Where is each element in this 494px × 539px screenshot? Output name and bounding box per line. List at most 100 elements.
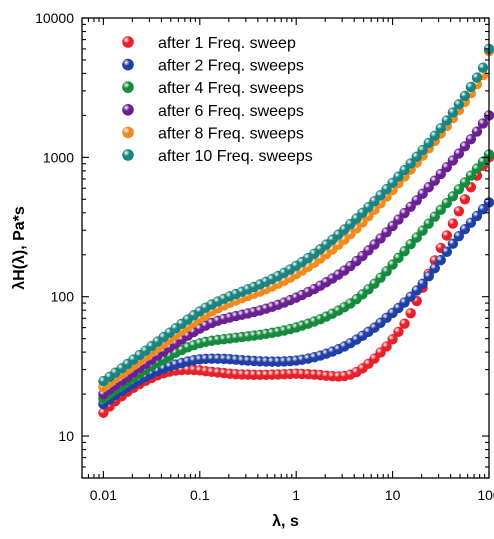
data-point (435, 168, 446, 180)
data-point (393, 171, 404, 182)
data-point (441, 197, 452, 209)
data-point (387, 334, 398, 345)
series-after-2-freq-sweeps (98, 197, 494, 410)
legend-item: after 1 Freq. sweep (122, 35, 296, 52)
series-after-10-freq-sweeps (98, 43, 494, 387)
data-point (429, 263, 440, 274)
data-point (417, 278, 428, 289)
data-point (477, 203, 489, 215)
plot-frame (81, 17, 490, 479)
data-point (417, 144, 428, 156)
legend-label: after 6 Freq. sweeps (158, 103, 304, 120)
y-tick-label: 10 (58, 428, 74, 444)
data-point (423, 271, 434, 282)
data-point (393, 252, 404, 264)
data-point (387, 259, 398, 270)
legend-marker (122, 58, 134, 71)
data-point (423, 182, 434, 193)
data-point (429, 175, 440, 186)
legend-item: after 8 Freq. sweeps (122, 125, 304, 142)
data-point (453, 184, 465, 195)
data-point (465, 81, 477, 93)
data-point (411, 285, 422, 296)
legend-item: after 2 Freq. sweeps (122, 58, 304, 75)
data-point (459, 224, 471, 235)
data-point (447, 191, 459, 202)
data-point (447, 155, 459, 166)
data-point (477, 156, 489, 167)
data-point (417, 225, 428, 236)
x-tick-label: 0.1 (190, 487, 210, 503)
data-point (411, 151, 422, 162)
legend-label: after 2 Freq. sweeps (158, 58, 304, 75)
data-point (405, 201, 416, 212)
legend-item: after 4 Freq. sweeps (122, 80, 304, 97)
data-point (441, 230, 452, 241)
legend-label: after 8 Freq. sweeps (158, 125, 304, 142)
x-tick-label: 0.01 (90, 487, 117, 503)
x-tick-label: 1 (292, 487, 300, 503)
data-point (417, 188, 428, 199)
data-point (435, 204, 446, 216)
data-point (441, 115, 452, 126)
data-point (459, 90, 471, 102)
data-point (459, 194, 471, 205)
data-point (477, 118, 489, 129)
x-tick-label: 100 (477, 487, 494, 503)
data-point (435, 254, 446, 266)
data-point (411, 232, 422, 243)
axis-ticks (81, 17, 490, 479)
data-point (441, 246, 452, 257)
data-point (447, 107, 459, 118)
legend: after 1 Freq. sweep after 2 Freq. sweeps a… (122, 35, 313, 165)
x-axis-title: λ, s (272, 513, 299, 530)
data-point (435, 122, 446, 134)
data-point (429, 130, 440, 141)
data-point (459, 141, 471, 152)
tick-labels: 0.01 0.1 1 10 100 10 100 1000 10000 (35, 10, 494, 503)
data-point (441, 161, 452, 173)
data-point (465, 170, 477, 181)
y-tick-label: 1000 (43, 149, 74, 165)
legend-label: after 10 Freq. sweeps (158, 148, 313, 165)
legend-item: after 10 Freq. sweeps (122, 148, 313, 165)
data-point (453, 148, 465, 159)
data-point (405, 158, 416, 169)
data-point (393, 326, 404, 337)
series-after-1-freq-sweep (98, 152, 494, 418)
data-point (405, 308, 416, 319)
legend-label: after 4 Freq. sweeps (158, 80, 304, 97)
legend-marker (122, 81, 134, 93)
legend-item: after 6 Freq. sweeps (122, 103, 304, 120)
data-point (471, 126, 483, 137)
data-point (399, 164, 410, 176)
legend-marker (122, 149, 134, 161)
data-point (465, 133, 477, 145)
data-point (459, 177, 471, 188)
data-point (381, 266, 392, 277)
y-axis-title: λH(λ), Pa*s (11, 206, 28, 290)
data-point (447, 238, 459, 249)
data-point (477, 62, 489, 73)
data-point (423, 137, 434, 149)
data-point (471, 163, 483, 174)
data-point (429, 211, 440, 222)
data-point (447, 218, 459, 229)
x-tick-label: 10 (385, 487, 401, 503)
data-point (471, 72, 483, 83)
y-tick-label: 100 (51, 289, 75, 305)
data-point (399, 246, 410, 257)
data-point (399, 318, 410, 329)
data-point (453, 206, 465, 217)
data-point (453, 230, 465, 242)
legend-label: after 1 Freq. sweep (158, 35, 296, 52)
legend-marker (122, 126, 134, 139)
data-point (405, 239, 416, 250)
data-point (381, 341, 392, 352)
data-points (98, 43, 494, 418)
legend-marker (122, 104, 134, 116)
legend-marker (122, 36, 134, 48)
data-point (471, 210, 483, 222)
